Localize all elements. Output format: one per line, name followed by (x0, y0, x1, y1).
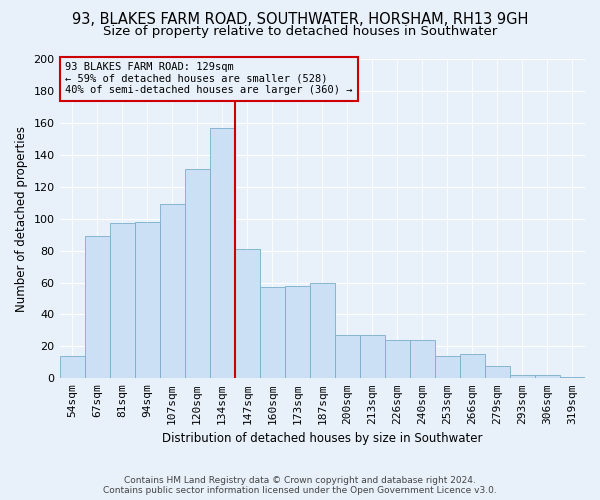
Bar (435, 356, 460, 378)
Text: 93, BLAKES FARM ROAD, SOUTHWATER, HORSHAM, RH13 9GH: 93, BLAKES FARM ROAD, SOUTHWATER, HORSHA… (72, 12, 528, 28)
Bar (85, 236, 110, 378)
Bar (310, 282, 335, 378)
Bar (410, 340, 435, 378)
Text: Size of property relative to detached houses in Southwater: Size of property relative to detached ho… (103, 25, 497, 38)
Bar (360, 335, 385, 378)
Bar (235, 249, 260, 378)
Bar (209, 128, 235, 378)
Bar (160, 204, 185, 378)
Bar (285, 286, 310, 378)
Bar (59, 356, 85, 378)
Text: Contains HM Land Registry data © Crown copyright and database right 2024.
Contai: Contains HM Land Registry data © Crown c… (103, 476, 497, 495)
Y-axis label: Number of detached properties: Number of detached properties (15, 126, 28, 312)
Bar (485, 366, 510, 378)
Bar (460, 354, 485, 378)
Bar (510, 375, 535, 378)
Bar (385, 340, 410, 378)
Bar (134, 222, 160, 378)
Bar (110, 224, 134, 378)
X-axis label: Distribution of detached houses by size in Southwater: Distribution of detached houses by size … (162, 432, 482, 445)
Bar (260, 288, 285, 378)
Bar (560, 376, 585, 378)
Bar (335, 335, 360, 378)
Bar (535, 375, 560, 378)
Bar (185, 169, 209, 378)
Text: 93 BLAKES FARM ROAD: 129sqm
← 59% of detached houses are smaller (528)
40% of se: 93 BLAKES FARM ROAD: 129sqm ← 59% of det… (65, 62, 352, 96)
